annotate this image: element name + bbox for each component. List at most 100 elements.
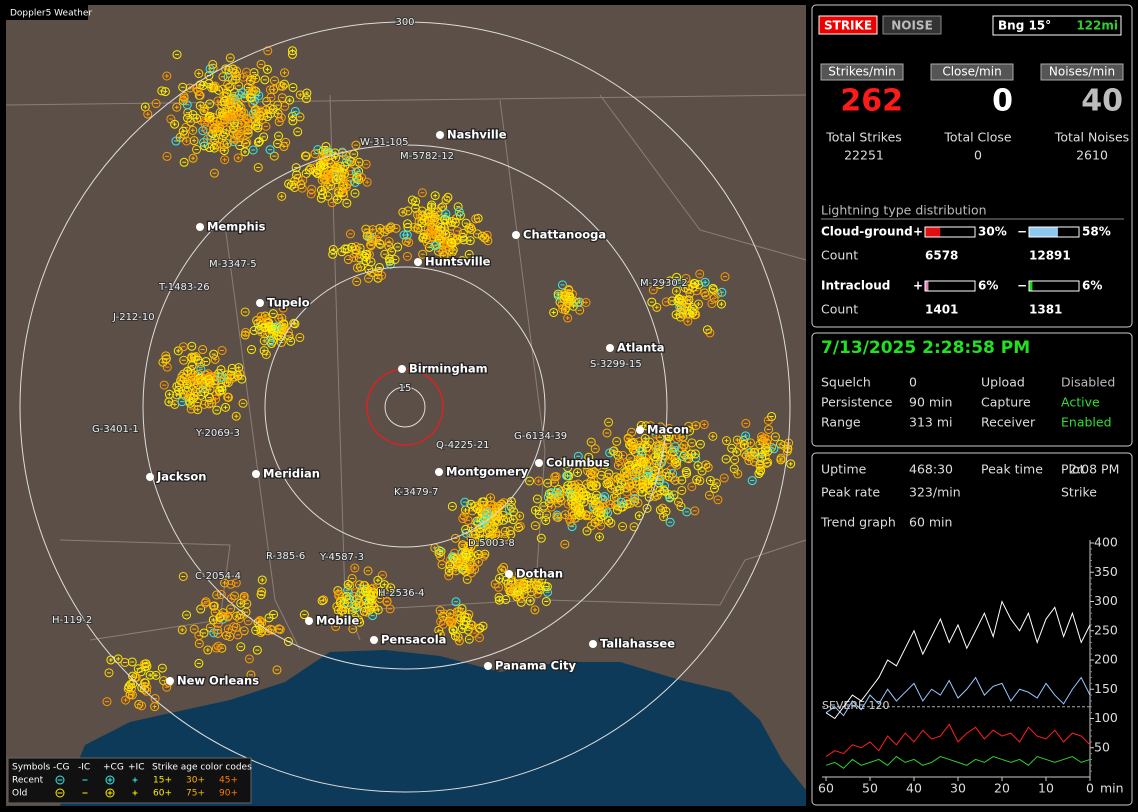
- city-marker: [435, 468, 443, 476]
- strike-symbol: [198, 345, 208, 355]
- strike-symbol: [584, 452, 594, 462]
- strike-symbol: [479, 551, 489, 561]
- city-label: Nashville: [447, 128, 507, 142]
- strike-symbol: [401, 236, 411, 246]
- strike-symbol: [192, 145, 202, 155]
- storm-label: W-31-105: [360, 137, 409, 148]
- strike-symbol: [430, 241, 440, 251]
- strike-symbol: [143, 109, 153, 119]
- strike-symbol: [243, 616, 253, 626]
- strike-symbol: [460, 497, 470, 507]
- strike-symbol: [730, 455, 740, 465]
- strike-symbol: [376, 586, 386, 596]
- strike-symbol: [559, 457, 569, 467]
- strike-symbol: [179, 355, 189, 365]
- strike-symbol: [201, 356, 211, 366]
- strike-button-label[interactable]: STRIKE: [824, 19, 872, 33]
- strike-symbol: [175, 132, 185, 142]
- storm-label: K-3479-7: [394, 487, 439, 498]
- strike-symbol: [739, 440, 749, 450]
- strike-symbol: [590, 444, 600, 454]
- strike-symbol: [242, 67, 252, 77]
- strike-symbol: [351, 140, 361, 150]
- strike-symbol: [425, 227, 435, 237]
- strike-symbol: [151, 670, 161, 680]
- city-marker: [398, 365, 406, 373]
- legend-symbol: [132, 777, 138, 783]
- strike-symbol: [701, 291, 711, 300]
- stat-value: 2:08 PM: [1069, 462, 1119, 477]
- city-label: Birmingham: [409, 362, 488, 376]
- strike-symbol: [542, 510, 552, 520]
- legend-title: Symbols: [12, 763, 51, 773]
- strike-symbol: [461, 524, 471, 534]
- strike-symbol: [732, 435, 742, 445]
- strike-symbol: [251, 73, 261, 83]
- city-label: Columbus: [546, 456, 610, 470]
- strike-symbol: [439, 609, 449, 619]
- strike-symbol: [361, 249, 371, 259]
- strike-symbol: [259, 336, 269, 346]
- strike-symbol: [375, 239, 385, 249]
- strike-button[interactable]: [818, 15, 878, 35]
- strike-symbol: [534, 584, 544, 594]
- strike-symbol: [203, 645, 213, 655]
- strike-symbol: [187, 373, 197, 383]
- strike-symbol: [470, 628, 480, 638]
- strike-symbol: [218, 72, 228, 82]
- city-marker: [252, 470, 260, 478]
- noise-button[interactable]: [882, 15, 942, 35]
- strike-symbol: [755, 461, 765, 471]
- strike-symbol: [350, 563, 360, 573]
- strike-symbol: [223, 392, 233, 402]
- strike-symbol: [622, 487, 632, 497]
- legend-row-label: Old: [12, 789, 27, 799]
- stat-value: 468:30: [909, 462, 953, 477]
- dist-sign: +: [913, 279, 923, 293]
- strike-symbol: [452, 607, 462, 617]
- strike-symbol: [494, 582, 504, 592]
- strike-symbol: [501, 575, 511, 585]
- strike-symbol: [594, 532, 604, 542]
- strike-symbol: [141, 659, 151, 669]
- strike-symbol: [136, 667, 146, 677]
- border: [544, 539, 807, 606]
- strike-symbol: [160, 87, 170, 97]
- strike-symbol: [256, 59, 266, 69]
- strike-symbol: [240, 307, 250, 317]
- strike-symbol: [260, 75, 270, 85]
- strike-symbol: [204, 79, 214, 89]
- strike-symbol: [225, 632, 235, 641]
- strike-symbol: [645, 462, 655, 472]
- stat-value: 323/min: [909, 485, 961, 500]
- strike-symbol: [179, 157, 189, 167]
- city-label: Dothan: [516, 567, 563, 581]
- noise-button-label[interactable]: NOISE: [891, 19, 933, 33]
- strike-symbol: [219, 118, 229, 128]
- strike-symbol: [299, 610, 309, 620]
- y-tick-label: 250: [1094, 622, 1118, 637]
- strike-symbol: [573, 468, 583, 477]
- strike-symbol: [220, 578, 230, 588]
- stat-label: Plot: [1061, 462, 1085, 477]
- strike-symbol: [687, 482, 697, 492]
- strike-symbol: [209, 601, 219, 611]
- strike-symbol: [121, 695, 131, 705]
- strike-symbol: [384, 241, 394, 251]
- strike-symbol: [332, 602, 342, 611]
- strike-symbol: [604, 417, 614, 427]
- strike-symbol: [422, 238, 432, 248]
- strike-symbol: [212, 405, 222, 415]
- strike-symbol: [541, 596, 551, 606]
- strike-symbol: [652, 302, 662, 312]
- strike-symbol: [164, 397, 174, 407]
- bearing: Bng 15°: [998, 19, 1051, 33]
- strike-symbol: [246, 93, 256, 103]
- strike-symbol: [719, 473, 729, 483]
- strike-symbol: [583, 466, 593, 476]
- strike-symbol: [239, 591, 249, 601]
- strike-symbol: [162, 682, 172, 692]
- strike-symbol: [586, 476, 596, 486]
- strike-symbol: [558, 304, 568, 314]
- strike-symbol: [205, 112, 215, 122]
